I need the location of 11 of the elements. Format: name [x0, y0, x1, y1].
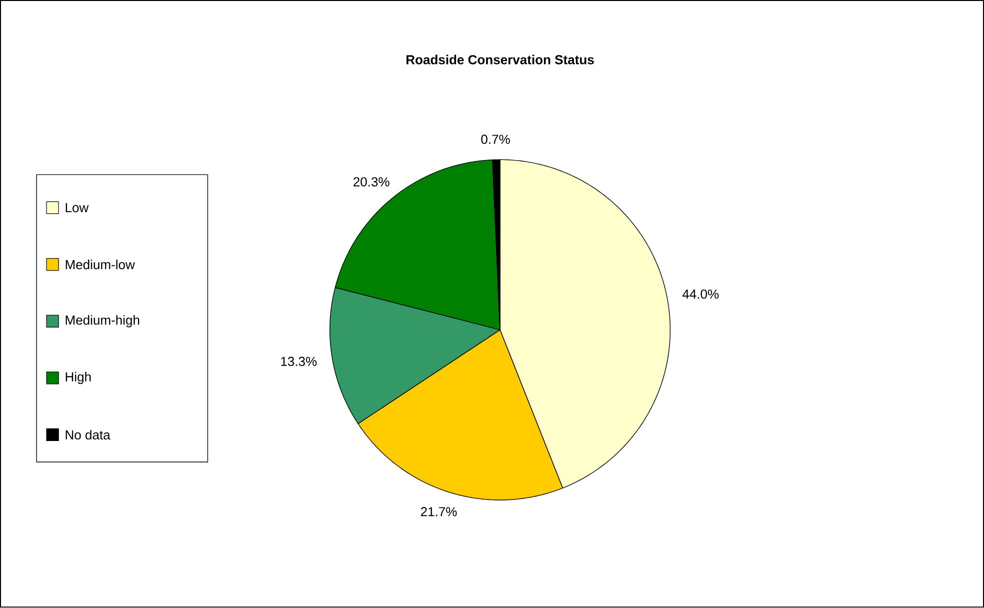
legend-label: Medium-low [66, 260, 135, 270]
legend-label: No data [66, 430, 110, 440]
data-label: 44.0% [682, 290, 719, 299]
legend-label: Low [66, 203, 89, 212]
data-label: 20.3% [354, 177, 390, 187]
legend-label: High [66, 372, 91, 384]
data-label: 21.7% [420, 507, 457, 516]
legend-label: Medium-high [66, 315, 140, 328]
chart-title: Roadside Conservation Status [406, 54, 594, 65]
data-label: 0.7% [481, 134, 510, 144]
data-label: 13.3% [281, 356, 317, 366]
